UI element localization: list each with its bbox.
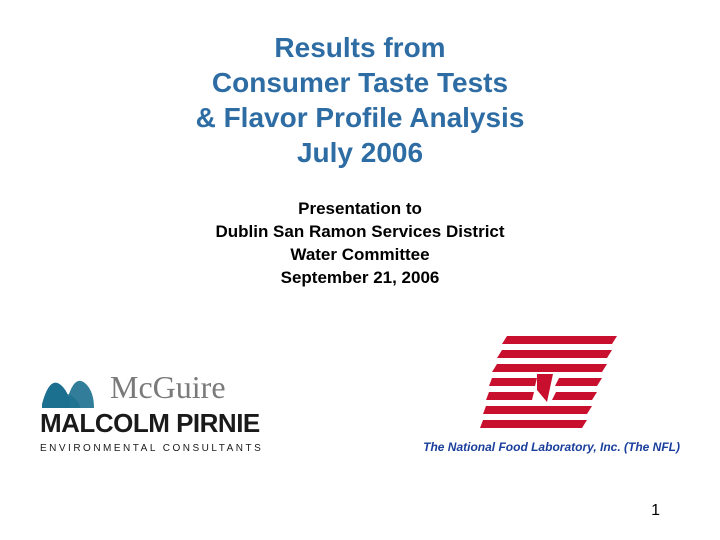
left-logo: McGuire MALCOLM PIRNIE ENVIRONMENTAL CON… bbox=[40, 364, 263, 454]
title-line-4: July 2006 bbox=[0, 135, 720, 170]
env-consultants-text: ENVIRONMENTAL CONSULTANTS bbox=[40, 443, 263, 454]
nfl-stripes-icon bbox=[477, 330, 627, 430]
title-block: Results from Consumer Taste Tests & Flav… bbox=[0, 0, 720, 170]
mcguire-text: McGuire bbox=[110, 369, 226, 406]
subtitle-line-2: Dublin San Ramon Services District bbox=[0, 221, 720, 244]
right-logo: The National Food Laboratory, Inc. (The … bbox=[423, 330, 680, 454]
logos-row: McGuire MALCOLM PIRNIE ENVIRONMENTAL CON… bbox=[0, 330, 720, 454]
title-line-1: Results from bbox=[0, 30, 720, 65]
title-line-3: & Flavor Profile Analysis bbox=[0, 100, 720, 135]
subtitle-line-1: Presentation to bbox=[0, 198, 720, 221]
subtitle-line-3: Water Committee bbox=[0, 244, 720, 267]
title-line-2: Consumer Taste Tests bbox=[0, 65, 720, 100]
subtitle-block: Presentation to Dublin San Ramon Service… bbox=[0, 198, 720, 290]
subtitle-line-4: September 21, 2006 bbox=[0, 267, 720, 290]
nfl-caption: The National Food Laboratory, Inc. (The … bbox=[423, 440, 680, 454]
page-number: 1 bbox=[651, 502, 660, 520]
wave-icon bbox=[40, 364, 100, 412]
malcolm-pirnie-text: MALCOLM PIRNIE bbox=[40, 408, 263, 439]
mcguire-row: McGuire bbox=[40, 364, 263, 412]
